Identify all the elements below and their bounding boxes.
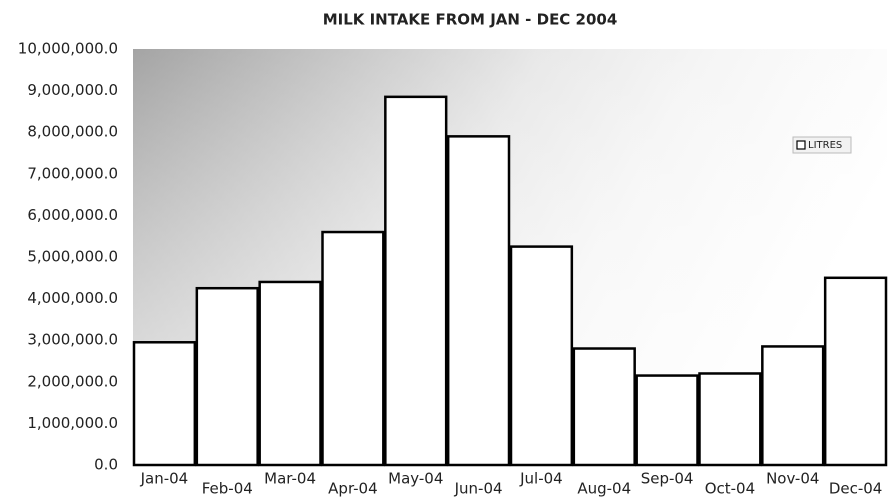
x-tick-label: Mar-04 xyxy=(264,470,316,488)
y-tick-label: 2,000,000.0 xyxy=(27,372,118,390)
x-tick-label: Jul-04 xyxy=(519,470,563,488)
legend-label: LITRES xyxy=(808,140,842,151)
y-tick-label: 1,000,000.0 xyxy=(27,414,118,432)
bar xyxy=(258,280,322,467)
x-tick-label: Jan-04 xyxy=(140,470,189,488)
bar xyxy=(509,245,574,467)
y-tick-label: 0.0 xyxy=(94,456,118,474)
chart-title: MILK INTAKE FROM JAN - DEC 2004 xyxy=(323,11,618,29)
legend-swatch xyxy=(796,140,806,150)
bar xyxy=(635,374,699,467)
y-tick-label: 4,000,000.0 xyxy=(27,289,118,307)
bar xyxy=(823,276,888,467)
y-tick-label: 3,000,000.0 xyxy=(27,331,118,349)
y-tick-label: 9,000,000.0 xyxy=(27,81,118,99)
legend-box xyxy=(792,136,852,154)
x-tick-label: Dec-04 xyxy=(829,480,883,498)
x-tick-label: Nov-04 xyxy=(766,470,819,488)
bar xyxy=(195,286,259,467)
bar xyxy=(446,135,511,467)
x-tick-label: Oct-04 xyxy=(705,480,755,498)
bar xyxy=(698,372,762,467)
bar xyxy=(761,345,825,467)
bar xyxy=(384,95,448,467)
x-tick-label: Sep-04 xyxy=(641,470,694,488)
bar xyxy=(321,230,385,467)
x-tick-label: Aug-04 xyxy=(577,480,631,498)
y-tick-label: 7,000,000.0 xyxy=(27,164,118,182)
x-tick-label: Apr-04 xyxy=(328,480,378,498)
y-tick-label: 5,000,000.0 xyxy=(27,248,118,266)
bar xyxy=(572,347,636,467)
x-tick-label: May-04 xyxy=(388,470,443,488)
y-tick-label: 10,000,000.0 xyxy=(18,40,118,58)
y-tick-label: 6,000,000.0 xyxy=(27,206,118,224)
x-tick-label: Feb-04 xyxy=(202,480,253,498)
x-tick-label: Jun-04 xyxy=(454,480,503,498)
bar xyxy=(132,341,197,467)
y-tick-label: 8,000,000.0 xyxy=(27,123,118,141)
